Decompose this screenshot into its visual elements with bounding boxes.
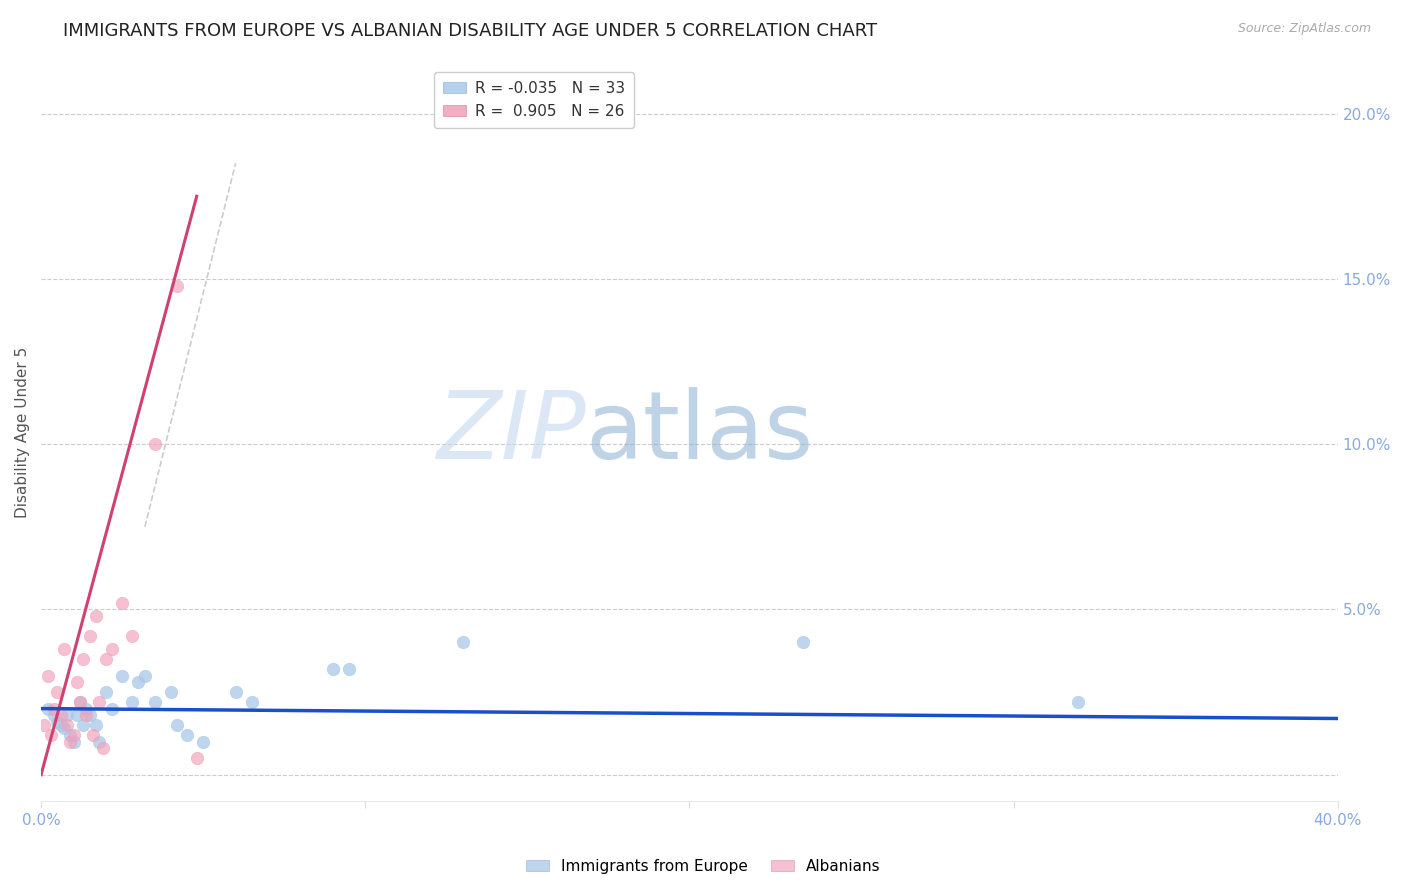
Text: ZIP: ZIP: [436, 387, 586, 478]
Point: [91, 741, 114, 756]
Point: [193, 734, 215, 748]
Point: [84, 718, 107, 732]
Point: [792, 635, 814, 649]
Point: [176, 728, 198, 742]
Point: [322, 662, 344, 676]
Point: [66, 708, 89, 723]
Point: [159, 685, 181, 699]
Point: [56, 708, 79, 723]
Point: [1067, 695, 1090, 709]
Point: [69, 695, 91, 709]
Point: [66, 675, 89, 690]
Point: [337, 662, 360, 676]
Point: [89, 734, 111, 748]
Point: [82, 728, 104, 742]
Legend: Immigrants from Europe, Albanians: Immigrants from Europe, Albanians: [520, 853, 886, 880]
Point: [127, 675, 149, 690]
Text: atlas: atlas: [586, 386, 814, 479]
Point: [56, 718, 79, 732]
Point: [121, 629, 143, 643]
Point: [52, 722, 75, 736]
Point: [37, 701, 59, 715]
Point: [37, 668, 59, 682]
Point: [62, 734, 84, 748]
Point: [34, 718, 56, 732]
Point: [111, 596, 134, 610]
Point: [166, 718, 188, 732]
Point: [76, 701, 98, 715]
Point: [94, 652, 117, 666]
Point: [186, 751, 208, 765]
Point: [42, 701, 65, 715]
Point: [79, 708, 101, 723]
Point: [69, 695, 91, 709]
Text: Source: ZipAtlas.com: Source: ZipAtlas.com: [1237, 22, 1371, 36]
Point: [84, 609, 107, 624]
Point: [76, 708, 98, 723]
Point: [49, 718, 72, 732]
Point: [42, 708, 65, 723]
Point: [59, 734, 82, 748]
Point: [101, 642, 124, 657]
Point: [121, 695, 143, 709]
Point: [225, 685, 247, 699]
Point: [94, 685, 117, 699]
Y-axis label: Disability Age Under 5: Disability Age Under 5: [15, 347, 30, 518]
Point: [46, 685, 69, 699]
Point: [451, 635, 474, 649]
Point: [79, 629, 101, 643]
Point: [240, 695, 263, 709]
Point: [143, 695, 166, 709]
Point: [72, 718, 94, 732]
Point: [111, 668, 134, 682]
Point: [89, 695, 111, 709]
Point: [134, 668, 156, 682]
Point: [166, 278, 188, 293]
Point: [62, 728, 84, 742]
Text: IMMIGRANTS FROM EUROPE VS ALBANIAN DISABILITY AGE UNDER 5 CORRELATION CHART: IMMIGRANTS FROM EUROPE VS ALBANIAN DISAB…: [63, 22, 877, 40]
Point: [49, 708, 72, 723]
Point: [39, 728, 62, 742]
Legend: R = -0.035   N = 33, R =  0.905   N = 26: R = -0.035 N = 33, R = 0.905 N = 26: [433, 71, 634, 128]
Point: [72, 652, 94, 666]
Point: [143, 437, 166, 451]
Point: [59, 728, 82, 742]
Point: [52, 642, 75, 657]
Point: [101, 701, 124, 715]
Point: [46, 714, 69, 729]
